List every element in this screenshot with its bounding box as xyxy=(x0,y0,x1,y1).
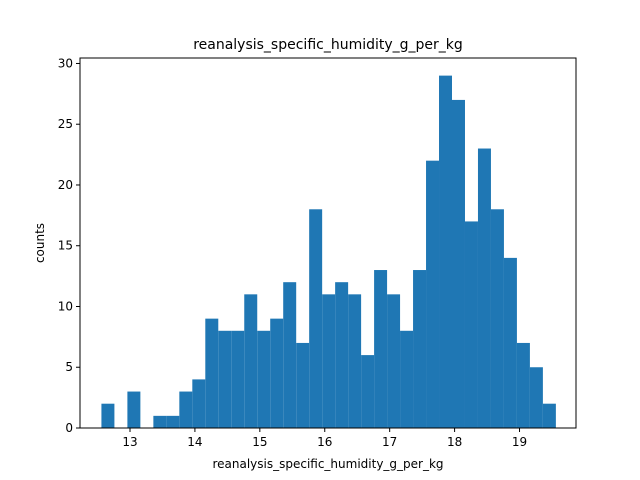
histogram-bar xyxy=(452,99,465,429)
histogram-bar xyxy=(387,294,401,428)
histogram-bar xyxy=(205,318,219,428)
x-tick-label: 15 xyxy=(252,435,267,449)
y-axis-label: counts xyxy=(33,223,47,263)
histogram-bar xyxy=(218,330,232,428)
y-tick-label: 15 xyxy=(58,239,73,253)
histogram-bar xyxy=(529,367,543,428)
histogram-bar xyxy=(503,257,517,428)
histogram-bar xyxy=(361,355,375,428)
histogram-bar xyxy=(348,294,362,428)
histogram-bar xyxy=(322,294,336,428)
histogram-bar xyxy=(153,415,167,428)
histogram-bar xyxy=(270,318,284,428)
y-tick-label: 25 xyxy=(58,117,73,131)
histogram-bar xyxy=(296,342,310,428)
histogram-bar xyxy=(231,330,245,428)
histogram-bar xyxy=(179,391,193,428)
x-tick-label: 16 xyxy=(317,435,332,449)
y-axis-ticks: 0 5 10 15 20 25 30 xyxy=(58,56,80,435)
y-tick-label: 10 xyxy=(58,299,73,313)
chart-title: reanalysis_specific_humidity_g_per_kg xyxy=(193,37,463,53)
y-tick-label: 0 xyxy=(65,421,73,435)
histogram-bar xyxy=(374,270,388,428)
x-axis-label: reanalysis_specific_humidity_g_per_kg xyxy=(212,457,443,471)
histogram-bar xyxy=(400,330,414,428)
histogram-bar xyxy=(283,282,297,428)
histogram-bar xyxy=(542,403,556,428)
histogram-bars xyxy=(101,75,556,429)
histogram-bar xyxy=(257,330,271,428)
histogram-bar xyxy=(490,209,504,428)
x-tick-label: 13 xyxy=(122,435,137,449)
y-tick-label: 5 xyxy=(65,360,73,374)
x-tick-label: 17 xyxy=(382,435,397,449)
histogram-bar xyxy=(516,342,530,428)
histogram-bar xyxy=(244,294,258,428)
histogram-bar xyxy=(477,148,491,428)
x-tick-label: 14 xyxy=(187,435,202,449)
x-axis-ticks: 13 14 15 16 17 18 19 xyxy=(122,428,527,449)
x-tick-label: 18 xyxy=(447,435,462,449)
x-tick-label: 19 xyxy=(512,435,527,449)
histogram-bar xyxy=(439,75,452,428)
histogram-bar xyxy=(464,221,478,428)
y-tick-label: 30 xyxy=(58,56,73,70)
histogram-bar xyxy=(335,282,349,428)
histogram-bar xyxy=(426,160,440,428)
histogram-bar xyxy=(166,415,180,428)
histogram-bar xyxy=(192,379,206,428)
histogram-bar xyxy=(127,391,141,428)
histogram-bar xyxy=(413,270,427,428)
y-tick-label: 20 xyxy=(58,178,73,192)
plot-frame xyxy=(79,57,577,429)
histogram-bar xyxy=(101,403,115,428)
histogram-bar xyxy=(309,209,323,428)
